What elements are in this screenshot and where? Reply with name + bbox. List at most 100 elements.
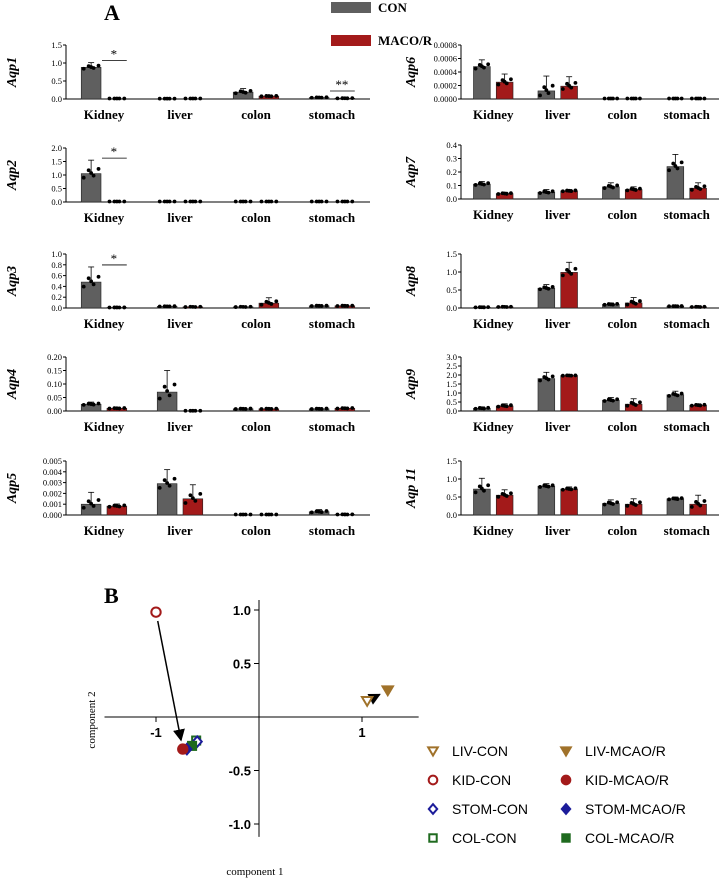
data-point [248,89,253,93]
data-point [702,499,707,503]
y-tick-label: 0.5 [446,492,457,502]
data-point [266,300,271,305]
data-point [162,478,167,483]
y-tick-label: 1.0 [446,388,457,398]
data-point [183,199,188,204]
data-point [190,496,195,500]
data-point [241,512,246,517]
data-point [679,391,684,396]
y-tick-label: 0.0002 [434,81,457,91]
legend-swatch-con [331,2,371,13]
category-label: liver [545,207,570,222]
data-point [190,199,195,204]
category-label: Kidney [84,523,125,538]
data-point [81,66,86,71]
legend-label-liv-con: LIV-CON [452,743,508,759]
data-point [122,96,127,101]
category-label: liver [545,419,570,434]
category-label: Kidney [473,207,514,222]
legend-marker-kid-mcaor [560,774,572,786]
data-point [241,90,246,94]
data-point [608,302,613,307]
category-label: Kidney [84,210,125,225]
y-tick-label: 0.8 [51,260,62,270]
data-point [479,305,484,310]
legend-marker-stom-con [427,802,439,816]
legend-item-mcao: MACO/R [331,33,471,53]
data-point [122,503,127,508]
data-point [274,199,279,204]
data-point [509,304,513,309]
data-point [335,304,340,308]
data-point [167,483,172,488]
data-point [233,407,238,411]
category-label: colon [241,419,271,434]
bar [80,67,102,100]
data-point [486,305,491,310]
legend-marker-col-mcaor [561,833,571,843]
data-point [538,191,542,195]
y-tick-label: 0.5 [446,285,457,295]
y-tick-label: 1.0 [446,474,457,484]
data-point [167,393,172,398]
data-point [679,160,684,165]
data-point [89,501,94,506]
data-point [317,303,322,308]
bar [666,498,685,516]
data-point [509,77,513,82]
data-point [544,190,549,195]
data-point [538,485,542,489]
y-tick-label: 0.001 [43,499,62,509]
significance-marker: * [111,47,118,62]
data-point [172,304,177,309]
data-point [473,66,478,71]
chart-aqp2: Aqp2 0.0 0.5 1.0 1.5 2.0 Kidney liver colon stoma… [5,143,370,225]
data-point [573,373,578,378]
category-label: stomach [309,419,356,434]
data-point [342,512,347,517]
legend-marker-stom-mcaor [560,802,572,816]
category-label: stomach [664,523,711,538]
data-point [96,167,101,171]
category-label: Kidney [473,419,514,434]
data-point [172,199,177,204]
data-point [702,304,707,309]
legend-swatch-mcao [331,35,371,46]
y-tick-label: 1.5 [446,456,457,466]
category-label: liver [545,523,570,538]
y-tick-label: 1.0 [51,58,62,68]
bar [80,503,102,516]
y-axis-label: Aqp 11 [404,468,419,509]
data-point [602,399,607,403]
data-point [91,504,96,508]
y-tick-label: 2.0 [446,370,457,380]
data-point [567,269,572,274]
data-point [615,500,620,505]
data-point [162,384,167,389]
bar [560,488,578,516]
category-label: stomach [309,210,356,225]
data-point [266,512,271,517]
y-tick-label: 0.2 [446,167,457,177]
data-point [673,392,678,397]
data-point [122,305,127,310]
data-point [172,96,177,101]
data-point [479,64,484,69]
data-point [631,96,636,101]
bar [156,391,178,412]
data-point [615,183,620,188]
data-point [165,199,170,204]
significance-marker: * [111,251,118,266]
data-point [342,96,347,101]
data-point [107,199,112,204]
data-point [81,505,86,510]
data-point [573,188,578,193]
data-point [689,505,694,509]
category-label: colon [607,316,637,331]
category-label: liver [167,523,192,538]
data-point [631,502,636,506]
y-axis-label: Aqp3 [5,266,20,297]
data-point [259,199,264,204]
y-tick-label: 3.0 [446,352,457,362]
data-point [502,493,507,497]
